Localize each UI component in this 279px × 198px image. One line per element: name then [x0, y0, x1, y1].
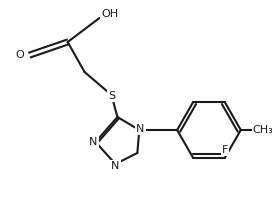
- Text: CH₃: CH₃: [253, 125, 273, 135]
- Text: N: N: [111, 161, 120, 171]
- Text: N: N: [136, 124, 145, 134]
- Text: OH: OH: [102, 9, 119, 19]
- Text: N: N: [89, 137, 98, 147]
- Text: S: S: [108, 91, 115, 101]
- Text: O: O: [15, 50, 24, 60]
- Text: F: F: [222, 145, 228, 155]
